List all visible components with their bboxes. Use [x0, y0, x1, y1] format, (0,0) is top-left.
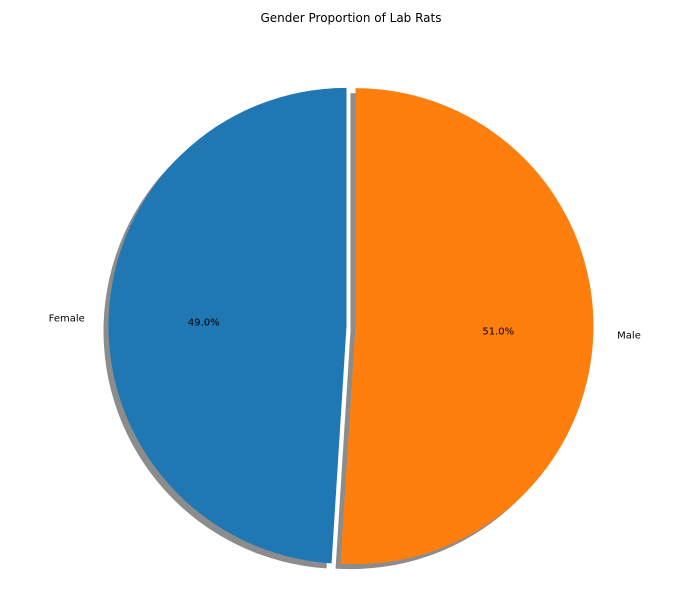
slice-percent-female: 49.0%	[188, 317, 220, 328]
slice-label-female: Female	[49, 314, 85, 325]
slices	[108, 87, 594, 565]
slice-male	[340, 88, 594, 565]
slice-label-male: Male	[617, 330, 641, 341]
slice-labels: Female 49.0% Male 51.0%	[49, 314, 641, 342]
chart-title: Gender Proportion of Lab Rats	[260, 11, 441, 25]
slice-percent-male: 51.0%	[482, 327, 514, 338]
slice-female	[108, 87, 347, 564]
